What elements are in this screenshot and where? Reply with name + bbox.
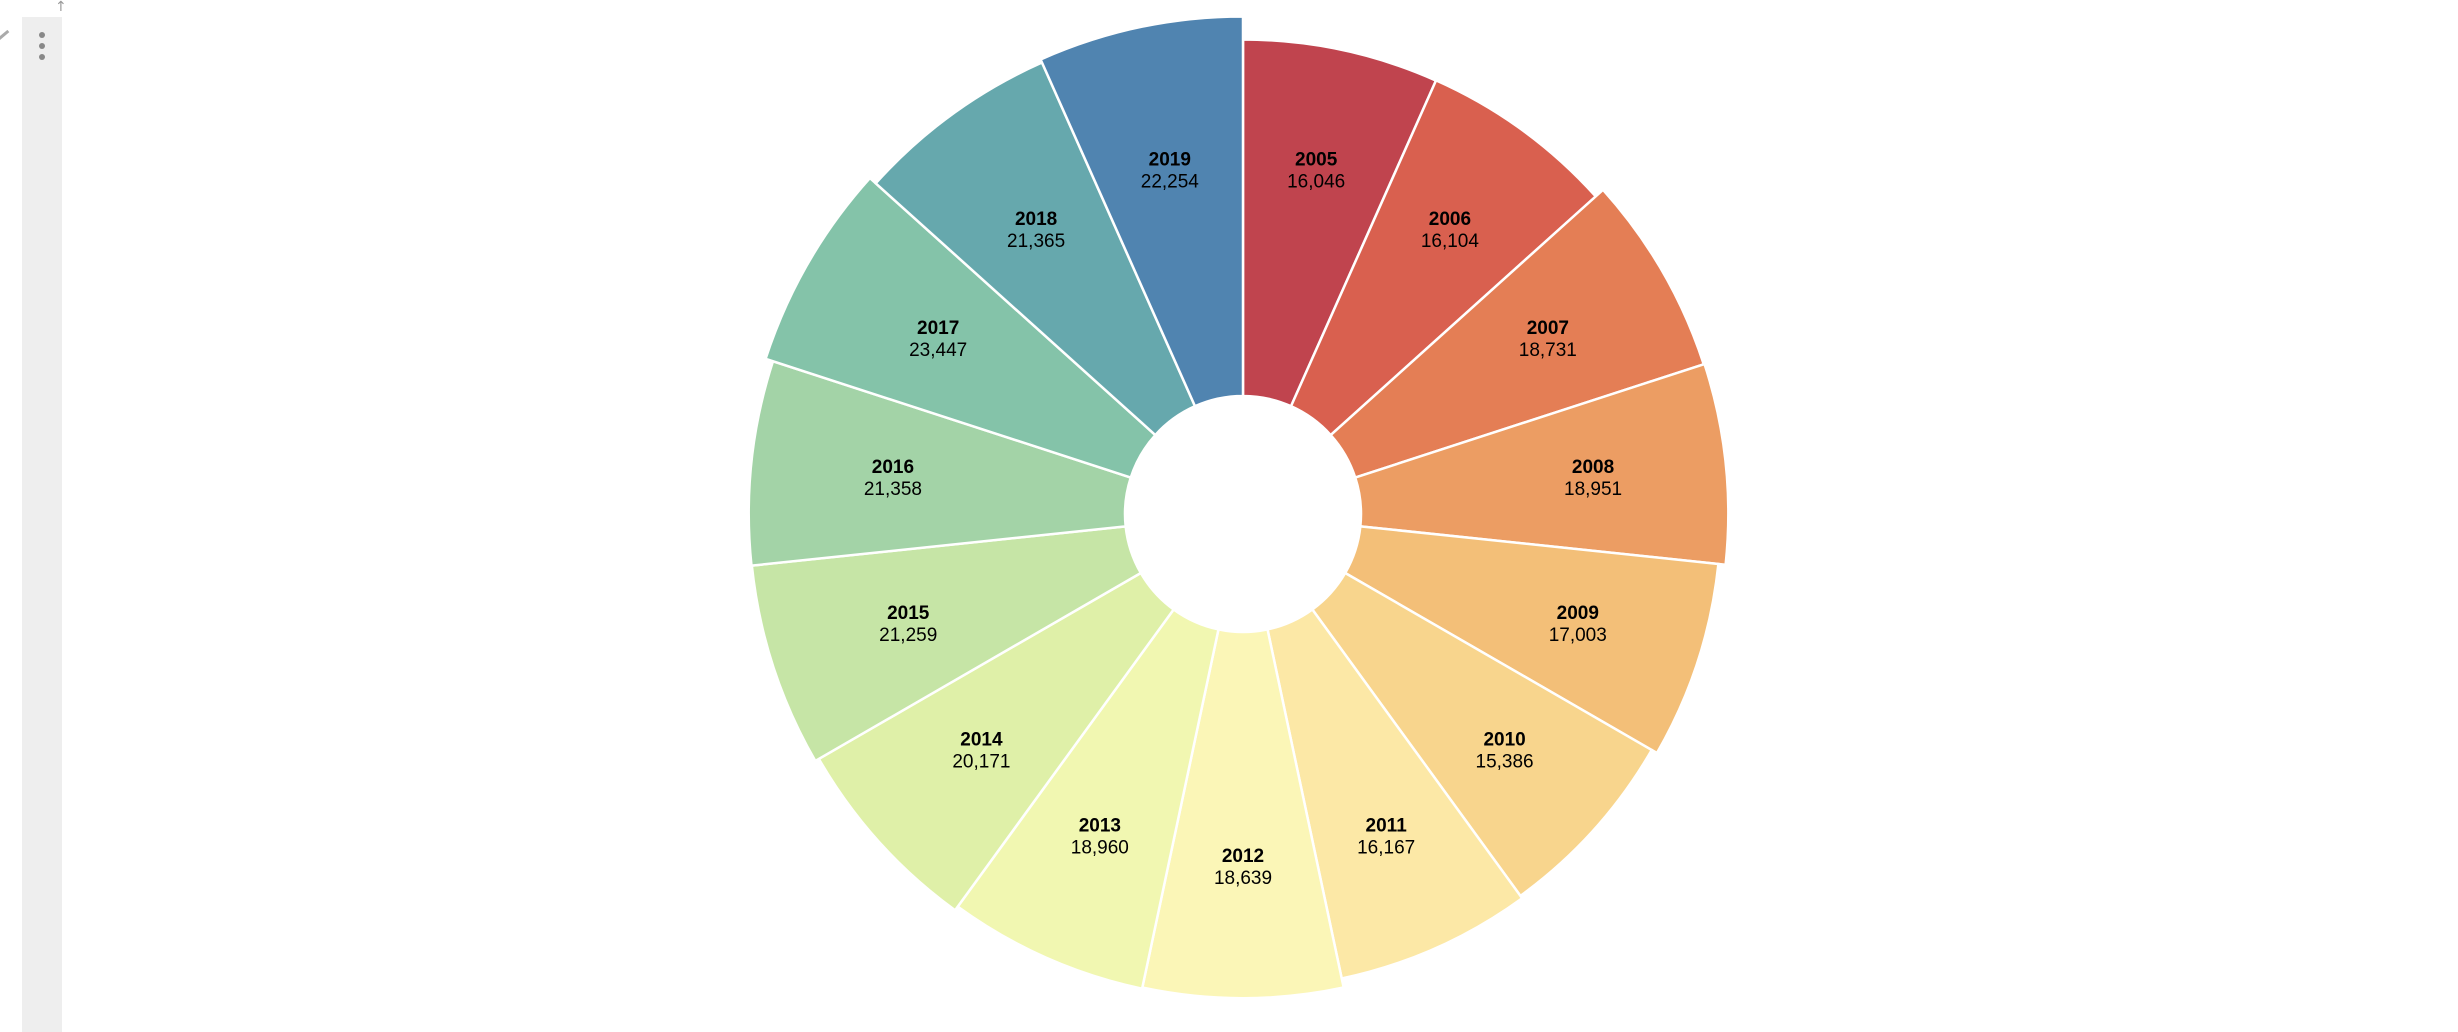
slice-2013[interactable] — [956, 607, 1220, 991]
slice-value-2005: 16,046 — [1287, 172, 1345, 193]
slice-2012[interactable] — [1140, 627, 1346, 1000]
slice-2016[interactable] — [747, 359, 1133, 568]
slice-value-2019: 22,254 — [1141, 172, 1200, 193]
slice-label-2013: 2013 — [1079, 816, 1121, 837]
slice-2019[interactable] — [1038, 15, 1245, 408]
arrow-up-icon[interactable]: ↑ — [55, 0, 67, 15]
slice-label-2012: 2012 — [1222, 846, 1264, 867]
slice-value-2015: 21,259 — [879, 625, 937, 646]
slice-label-2010: 2010 — [1483, 730, 1525, 751]
slice-value-2012: 18,639 — [1214, 868, 1272, 889]
slice-label-2005: 2005 — [1295, 150, 1338, 171]
slice-label-2019: 2019 — [1149, 150, 1191, 171]
slice-label-2017: 2017 — [917, 318, 959, 339]
slice-value-2017: 23,447 — [909, 340, 967, 361]
slice-2008[interactable] — [1353, 362, 1730, 567]
slice-2007[interactable] — [1328, 188, 1706, 480]
slice-label-2007: 2007 — [1527, 318, 1569, 339]
slice-label-2018: 2018 — [1015, 209, 1057, 230]
slice-value-2010: 15,386 — [1476, 752, 1534, 773]
slice-2009[interactable] — [1343, 524, 1720, 755]
slice-2010[interactable] — [1310, 571, 1654, 898]
kebab-menu-icon[interactable] — [34, 30, 50, 62]
slice-value-2018: 21,365 — [1007, 231, 1065, 252]
slice-label-2008: 2008 — [1572, 457, 1614, 478]
slice-value-2011: 16,167 — [1357, 838, 1415, 859]
slice-2015[interactable] — [750, 524, 1143, 763]
slice-2018[interactable] — [873, 60, 1197, 437]
side-rail — [22, 17, 62, 1032]
slice-value-2007: 18,731 — [1519, 340, 1577, 361]
slice-label-2014: 2014 — [960, 730, 1003, 751]
slice-value-2013: 18,960 — [1071, 838, 1129, 859]
slice-label-2016: 2016 — [872, 457, 914, 478]
slice-2014[interactable] — [817, 571, 1176, 913]
slice-2005[interactable] — [1241, 38, 1438, 408]
slice-value-2008: 18,951 — [1564, 479, 1622, 500]
slice-value-2006: 16,104 — [1421, 231, 1480, 252]
slice-label-2009: 2009 — [1557, 603, 1599, 624]
slice-label-2015: 2015 — [887, 603, 930, 624]
slice-2011[interactable] — [1266, 607, 1524, 981]
slice-value-2016: 21,358 — [864, 479, 922, 500]
slice-2017[interactable] — [763, 176, 1158, 480]
slice-2006[interactable] — [1289, 78, 1598, 437]
slice-value-2009: 17,003 — [1549, 625, 1607, 646]
slice-value-2014: 20,171 — [952, 752, 1010, 773]
slice-label-2011: 2011 — [1366, 816, 1408, 837]
slice-label-2006: 2006 — [1429, 209, 1471, 230]
